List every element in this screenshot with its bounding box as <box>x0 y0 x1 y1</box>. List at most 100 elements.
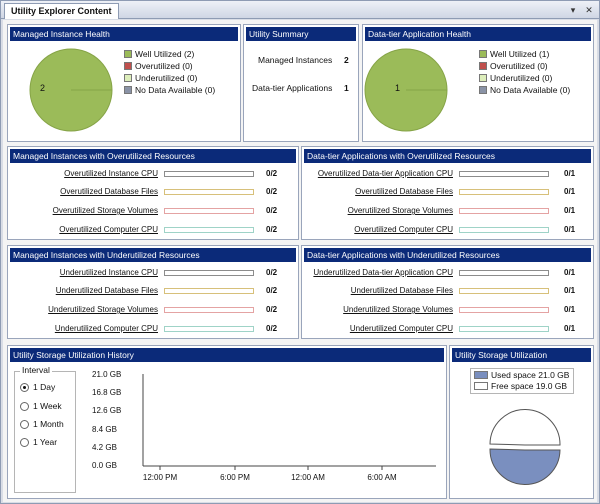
link-mi-over-computer-cpu[interactable]: Overutilized Computer CPU <box>59 225 158 234</box>
legend-label: Overutilized (0) <box>135 61 193 71</box>
legend-swatch <box>479 50 487 58</box>
x-tick-label: 12:00 PM <box>143 473 178 482</box>
dashboard: Managed Instance Health 2 Well Utilized … <box>3 20 597 502</box>
pie-slice-used-space <box>489 448 561 485</box>
tab-utility-explorer-content[interactable]: Utility Explorer Content <box>4 3 119 19</box>
legend-label: No Data Available (0) <box>490 85 571 95</box>
link-dac-over-cpu[interactable]: Overutilized Data-tier Application CPU <box>317 169 453 178</box>
storage-utilization-pie <box>489 409 561 485</box>
legend-label: Used space 21.0 GB <box>491 370 570 380</box>
ratio-mi-under-computer-cpu: 0/2 <box>266 324 278 333</box>
panel-title: Managed Instances with Underutilized Res… <box>10 248 296 262</box>
managed-instance-health-pie <box>29 48 113 132</box>
storage-history-chart: 21.0 GB 16.8 GB 12.6 GB 8.4 GB 4.2 GB 0.… <box>92 370 436 482</box>
interval-option-1-week[interactable]: 1 Week <box>20 401 62 411</box>
ratio-dac-over-storage-volumes: 0/1 <box>564 206 576 215</box>
panel-title: Data-tier Application Health <box>365 27 591 41</box>
link-mi-over-instance-cpu[interactable]: Overutilized Instance CPU <box>64 169 158 178</box>
ratio-mi-over-database-files: 0/2 <box>266 187 278 196</box>
ratio-dac-under-database-files: 0/1 <box>564 286 576 295</box>
link-mi-over-storage-volumes[interactable]: Overutilized Storage Volumes <box>52 206 158 215</box>
bar-mi-under-storage-volumes <box>164 307 254 313</box>
interval-option-1-year[interactable]: 1 Year <box>20 437 57 447</box>
ratio-mi-over-instance-cpu: 0/2 <box>266 169 278 178</box>
legend-item-no-data: No Data Available (0) <box>124 85 215 96</box>
pie-slice-free-space <box>489 409 561 446</box>
y-tick-label: 21.0 GB <box>92 370 121 379</box>
legend-label: Free space 19.0 GB <box>491 381 568 391</box>
legend-item-used-space: Used space 21.0 GB <box>474 370 569 381</box>
bar-mi-over-storage-volumes <box>164 208 254 214</box>
link-mi-over-database-files[interactable]: Overutilized Database Files <box>60 187 158 196</box>
link-mi-under-instance-cpu[interactable]: Underutilized Instance CPU <box>59 268 158 277</box>
legend-item-overutilized: Overutilized (0) <box>479 61 548 72</box>
legend-swatch <box>124 62 132 70</box>
tab-dropdown-icon[interactable]: ▾ <box>570 5 576 15</box>
x-tick-label: 12:00 AM <box>291 473 325 482</box>
link-dac-under-cpu[interactable]: Underutilized Data-tier Application CPU <box>313 268 453 277</box>
link-dac-under-database-files[interactable]: Underutilized Database Files <box>350 286 453 295</box>
y-tick-label: 12.6 GB <box>92 406 121 415</box>
ratio-mi-over-computer-cpu: 0/2 <box>266 225 278 234</box>
interval-option-1-day[interactable]: 1 Day <box>20 382 55 392</box>
interval-option-label: 1 Day <box>33 382 56 392</box>
ratio-dac-under-cpu: 0/1 <box>564 268 576 277</box>
legend-swatch <box>474 382 488 390</box>
pie-value-label: 2 <box>40 83 46 93</box>
legend-item-overutilized: Overutilized (0) <box>124 61 193 72</box>
ratio-dac-under-computer-cpu: 0/1 <box>564 324 576 333</box>
legend-swatch <box>474 371 488 379</box>
legend-label: Well Utilized (2) <box>135 49 195 59</box>
dac-health-pie <box>364 48 448 132</box>
y-tick-label: 16.8 GB <box>92 388 121 397</box>
legend-item-underutilized: Underutilized (0) <box>479 73 552 84</box>
legend-swatch <box>124 86 132 94</box>
ratio-dac-over-computer-cpu: 0/1 <box>564 225 576 234</box>
link-dac-over-storage-volumes[interactable]: Overutilized Storage Volumes <box>347 206 453 215</box>
dac-health-panel: Data-tier Application Health 1 Well Util… <box>362 24 594 142</box>
legend-swatch <box>124 50 132 58</box>
close-icon[interactable]: ✕ <box>585 5 593 15</box>
summary-value-managed-instances: 2 <box>344 55 349 65</box>
bar-dac-over-cpu <box>459 171 549 177</box>
ratio-dac-over-database-files: 0/1 <box>564 187 576 196</box>
dac-underutilized-panel: Data-tier Applications with Underutilize… <box>301 245 594 339</box>
utility-summary-panel: Utility Summary Managed Instances 2 Data… <box>243 24 359 142</box>
link-mi-under-computer-cpu[interactable]: Underutilized Computer CPU <box>54 324 158 333</box>
x-tick-label: 6:00 PM <box>220 473 250 482</box>
legend-item-well-utilized: Well Utilized (2) <box>124 49 194 60</box>
interval-group-label: Interval <box>20 365 52 375</box>
bar-mi-under-computer-cpu <box>164 326 254 332</box>
bar-dac-under-computer-cpu <box>459 326 549 332</box>
ratio-mi-over-storage-volumes: 0/2 <box>266 206 278 215</box>
interval-option-label: 1 Year <box>33 437 58 447</box>
panel-title: Utility Storage Utilization History <box>10 348 444 362</box>
link-dac-over-computer-cpu[interactable]: Overutilized Computer CPU <box>354 225 453 234</box>
link-dac-under-storage-volumes[interactable]: Underutilized Storage Volumes <box>343 305 453 314</box>
link-dac-under-computer-cpu[interactable]: Underutilized Computer CPU <box>349 324 453 333</box>
legend-item-well-utilized: Well Utilized (1) <box>479 49 549 60</box>
bar-mi-over-instance-cpu <box>164 171 254 177</box>
bar-dac-over-database-files <box>459 189 549 195</box>
ratio-mi-under-instance-cpu: 0/2 <box>266 268 278 277</box>
panel-title: Managed Instance Health <box>10 27 238 41</box>
interval-option-1-month[interactable]: 1 Month <box>20 419 64 429</box>
dac-overutilized-panel: Data-tier Applications with Overutilized… <box>301 146 594 240</box>
radio-icon <box>20 438 29 447</box>
tab-bar: Utility Explorer Content ▾ ✕ <box>1 1 599 19</box>
bar-mi-over-database-files <box>164 189 254 195</box>
mi-underutilized-panel: Managed Instances with Underutilized Res… <box>7 245 299 339</box>
link-mi-under-storage-volumes[interactable]: Underutilized Storage Volumes <box>48 305 158 314</box>
ratio-mi-under-storage-volumes: 0/2 <box>266 305 278 314</box>
summary-value-dac: 1 <box>344 83 349 93</box>
radio-icon <box>20 402 29 411</box>
link-mi-under-database-files[interactable]: Underutilized Database Files <box>55 286 158 295</box>
panel-title: Utility Storage Utilization <box>452 348 591 362</box>
storage-legend <box>470 368 574 394</box>
link-dac-over-database-files[interactable]: Overutilized Database Files <box>355 187 453 196</box>
storage-utilization-panel: Utility Storage Utilization Used space 2… <box>449 345 594 499</box>
bar-dac-under-storage-volumes <box>459 307 549 313</box>
managed-instance-health-panel: Managed Instance Health 2 Well Utilized … <box>7 24 241 142</box>
panel-title: Managed Instances with Overutilized Reso… <box>10 149 296 163</box>
